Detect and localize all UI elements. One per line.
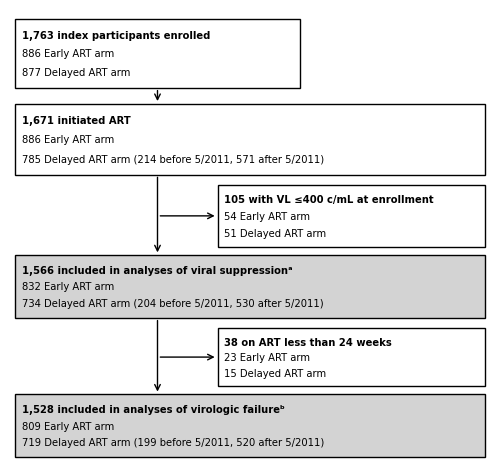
Text: 1,528 included in analyses of virologic failureᵇ: 1,528 included in analyses of virologic …: [22, 404, 285, 414]
Text: 785 Delayed ART arm (214 before 5/2011, 571 after 5/2011): 785 Delayed ART arm (214 before 5/2011, …: [22, 154, 324, 164]
Text: 734 Delayed ART arm (204 before 5/2011, 530 after 5/2011): 734 Delayed ART arm (204 before 5/2011, …: [22, 299, 324, 309]
Text: 15 Delayed ART arm: 15 Delayed ART arm: [224, 368, 326, 378]
Text: 886 Early ART arm: 886 Early ART arm: [22, 50, 114, 59]
Text: 1,671 initiated ART: 1,671 initiated ART: [22, 115, 131, 125]
Text: 877 Delayed ART arm: 877 Delayed ART arm: [22, 68, 130, 78]
Bar: [218, 328, 485, 387]
Bar: [218, 185, 485, 248]
Text: 809 Early ART arm: 809 Early ART arm: [22, 421, 114, 431]
Text: 38 on ART less than 24 weeks: 38 on ART less than 24 weeks: [224, 337, 392, 347]
Text: 719 Delayed ART arm (199 before 5/2011, 520 after 5/2011): 719 Delayed ART arm (199 before 5/2011, …: [22, 438, 324, 448]
Bar: [15, 394, 485, 457]
Text: 1,566 included in analyses of viral suppressionᵃ: 1,566 included in analyses of viral supp…: [22, 265, 292, 275]
Bar: [15, 20, 300, 88]
Bar: [15, 256, 485, 318]
Text: 51 Delayed ART arm: 51 Delayed ART arm: [224, 228, 326, 238]
Text: 54 Early ART arm: 54 Early ART arm: [224, 212, 310, 221]
Bar: [15, 105, 485, 175]
Text: 886 Early ART arm: 886 Early ART arm: [22, 135, 114, 145]
Text: 105 with VL ≤400 c/mL at enrollment: 105 with VL ≤400 c/mL at enrollment: [224, 194, 434, 205]
Text: 1,763 index participants enrolled: 1,763 index participants enrolled: [22, 31, 210, 41]
Text: 23 Early ART arm: 23 Early ART arm: [224, 352, 310, 363]
Text: 832 Early ART arm: 832 Early ART arm: [22, 282, 114, 292]
